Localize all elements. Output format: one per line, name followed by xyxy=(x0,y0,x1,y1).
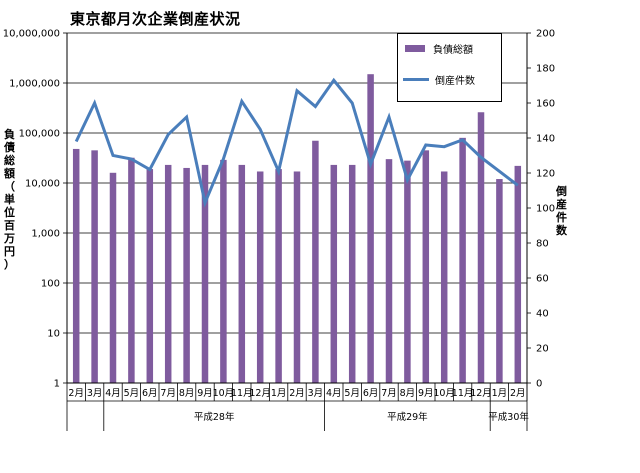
debt-bar xyxy=(496,179,503,383)
x-tick-label: 6月 xyxy=(142,388,158,399)
x-tick-label: 7月 xyxy=(381,388,397,399)
left-tick-label: 100,000 xyxy=(19,129,60,140)
x-tick-label: 5月 xyxy=(124,388,140,399)
left-tick-label: 1,000,000 xyxy=(9,79,60,90)
debt-bar xyxy=(275,169,282,383)
x-tick-label: 7月 xyxy=(160,388,176,399)
legend-label-count: 倒産件数 xyxy=(435,76,475,87)
right-tick-label: 100 xyxy=(536,204,555,215)
debt-bar xyxy=(220,159,227,383)
x-tick-label: 4月 xyxy=(326,388,342,399)
x-tick-label: 8月 xyxy=(400,388,416,399)
x-tick-label: 3月 xyxy=(308,388,324,399)
x-tick-label: 4月 xyxy=(105,388,121,399)
x-tick-label: 10月 xyxy=(213,388,235,399)
left-tick-label: 10 xyxy=(47,329,60,340)
left-axis-label: 負債総額（単位百万円） xyxy=(4,128,15,271)
left-tick-label: 1 xyxy=(54,379,60,390)
x-tick-label: 6月 xyxy=(363,388,379,399)
x-tick-label: 5月 xyxy=(344,388,360,399)
debt-bar xyxy=(164,164,172,383)
x-tick-label: 1月 xyxy=(492,388,508,399)
debt-bar xyxy=(385,159,393,383)
debt-bar xyxy=(91,150,98,383)
debt-bar xyxy=(477,112,485,383)
right-tick-label: 40 xyxy=(536,309,549,320)
left-tick-label: 10,000 xyxy=(25,179,60,190)
right-tick-label: 140 xyxy=(536,134,555,145)
legend-line-swatch xyxy=(403,78,429,81)
right-tick-label: 160 xyxy=(536,99,555,110)
right-tick-label: 60 xyxy=(536,274,549,285)
debt-bar xyxy=(238,164,246,383)
x-tick-label: 12月 xyxy=(470,388,492,399)
debt-bar xyxy=(367,74,374,383)
debt-bar xyxy=(109,172,117,383)
axes xyxy=(66,33,528,431)
right-tick-label: 180 xyxy=(536,64,555,75)
year-label: 平成29年 xyxy=(387,411,428,423)
debt-bar xyxy=(293,171,301,383)
left-tick-label: 10,000,000 xyxy=(3,29,60,40)
debt-bar xyxy=(201,164,209,383)
right-tick-label: 200 xyxy=(536,29,555,40)
year-label: 平成30年 xyxy=(488,411,529,423)
x-tick-label: 2月 xyxy=(289,388,305,399)
x-tick-label: 2月 xyxy=(68,388,84,399)
legend-bar-swatch xyxy=(405,45,425,52)
debt-bar xyxy=(440,171,448,383)
x-tick-label: 10月 xyxy=(433,388,455,399)
debt-bar xyxy=(404,160,411,383)
year-label: 平成28年 xyxy=(194,411,235,423)
right-tick-label: 20 xyxy=(536,344,549,355)
x-tick-label: 11月 xyxy=(452,388,474,399)
x-tick-label: 8月 xyxy=(179,388,195,399)
x-tick-label: 9月 xyxy=(197,388,213,399)
debt-bar xyxy=(422,150,430,383)
left-axis-ticks: 1 10 100 1,000 10,000 100,000 1,000,000 10,000,… xyxy=(3,29,67,390)
debt-bar xyxy=(514,165,522,383)
legend-item-debt: 負債総額 xyxy=(398,41,473,56)
x-tick-label: 11月 xyxy=(231,388,253,399)
count-line xyxy=(74,77,519,208)
debt-bar xyxy=(459,137,466,383)
legend-item-count: 倒産件数 xyxy=(398,72,475,87)
x-tick-label: 12月 xyxy=(249,388,271,399)
debt-bar xyxy=(72,148,80,383)
year-labels: 平成28年 平成29年 平成30年 xyxy=(194,411,529,423)
chart-title: 東京都月次企業倒産状況 xyxy=(70,10,241,28)
x-tick-label: 1月 xyxy=(271,388,287,399)
left-tick-label: 1,000 xyxy=(31,229,60,240)
x-tick-label: 3月 xyxy=(87,388,103,399)
debt-bar xyxy=(183,167,190,383)
debt-bar xyxy=(348,164,356,383)
right-axis-ticks: 0 20 40 60 80 100 120 140 160 180 200 xyxy=(527,29,555,390)
x-tick-label: 9月 xyxy=(418,388,434,399)
legend: 負債総額 倒産件数 xyxy=(397,33,502,102)
right-axis-label: 倒産件数 xyxy=(556,185,567,237)
debt-bar xyxy=(128,157,135,383)
left-tick-label: 100 xyxy=(41,279,60,290)
debt-bar xyxy=(312,140,319,383)
right-tick-label: 120 xyxy=(536,169,555,180)
bar-series xyxy=(72,74,522,383)
legend-label-debt: 負債総額 xyxy=(433,45,473,56)
x-tick-label: 2月 xyxy=(510,388,526,399)
debt-bar xyxy=(330,164,338,383)
debt-bar xyxy=(146,169,154,383)
right-tick-label: 80 xyxy=(536,239,549,250)
debt-bar xyxy=(256,171,264,383)
right-tick-label: 0 xyxy=(536,379,542,390)
